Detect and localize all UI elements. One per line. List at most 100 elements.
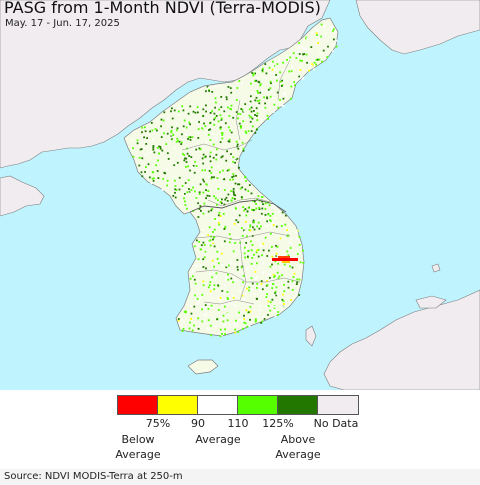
ndvi-pixel	[230, 104, 233, 107]
ndvi-pixel	[148, 176, 151, 179]
ndvi-pixel	[245, 242, 248, 244]
ndvi-pixel	[291, 266, 294, 269]
ndvi-pixel	[275, 286, 278, 289]
ndvi-pixel	[170, 137, 173, 140]
ndvi-pixel	[260, 118, 263, 121]
ndvi-pixel	[241, 318, 244, 321]
ndvi-pixel	[158, 145, 160, 148]
ndvi-pixel	[177, 318, 180, 320]
ndvi-pixel	[258, 208, 261, 210]
ndvi-pixel	[205, 104, 207, 107]
ndvi-pixel	[251, 257, 254, 259]
ndvi-pixel	[215, 137, 217, 139]
ndvi-pixel	[230, 164, 232, 166]
ndvi-pixel	[246, 225, 249, 228]
ndvi-pixel	[146, 137, 148, 139]
ndvi-pixel	[257, 219, 260, 222]
ndvi-pixel	[269, 265, 272, 268]
ndvi-pixel	[275, 74, 277, 76]
ndvi-pixel	[241, 234, 244, 237]
ndvi-pixel	[269, 215, 272, 217]
ndvi-pixel	[189, 169, 191, 172]
ndvi-pixel	[277, 314, 279, 316]
ndvi-pixel	[254, 80, 257, 82]
ndvi-pixel	[238, 223, 241, 226]
ndvi-pixel	[261, 320, 264, 323]
ndvi-pixel	[234, 328, 236, 331]
ndvi-pixel	[270, 72, 273, 75]
ndvi-pixel	[211, 259, 214, 262]
ndvi-pixel	[190, 312, 193, 315]
ndvi-pixel	[196, 298, 199, 300]
ndvi-pixel	[255, 128, 258, 131]
ndvi-pixel	[256, 262, 258, 265]
ndvi-pixel	[181, 330, 184, 332]
ndvi-pixel	[245, 180, 248, 182]
ndvi-pixel	[254, 278, 257, 281]
ndvi-pixel	[227, 273, 229, 276]
ndvi-pixel	[292, 52, 295, 55]
ndvi-pixel	[277, 311, 280, 313]
ndvi-pixel	[244, 220, 247, 223]
ndvi-pixel	[195, 148, 198, 151]
ndvi-pixel	[211, 208, 214, 210]
ndvi-pixel	[186, 152, 189, 155]
ndvi-pixel	[188, 155, 191, 157]
ndvi-pixel	[284, 223, 287, 226]
ndvi-pixel	[303, 53, 306, 55]
ndvi-pixel	[195, 197, 198, 199]
ndvi-pixel	[145, 169, 148, 172]
ndvi-pixel	[253, 200, 256, 203]
ndvi-pixel	[207, 308, 210, 310]
ndvi-pixel	[231, 176, 234, 178]
ndvi-pixel	[237, 117, 239, 120]
ndvi-pixel	[179, 204, 181, 207]
ndvi-pixel	[154, 128, 157, 130]
ndvi-pixel	[206, 194, 209, 197]
ndvi-pixel	[142, 135, 144, 138]
ndvi-pixel	[255, 319, 257, 322]
ndvi-pixel	[211, 297, 214, 300]
ndvi-pixel	[170, 129, 173, 132]
ndvi-pixel	[263, 318, 266, 320]
ndvi-pixel	[258, 305, 261, 308]
ndvi-pixel	[221, 198, 223, 201]
ndvi-pixel	[290, 242, 292, 244]
ndvi-pixel	[190, 189, 193, 191]
ndvi-pixel	[144, 154, 147, 156]
ndvi-pixel	[162, 178, 165, 180]
ndvi-pixel	[250, 116, 253, 119]
ndvi-pixel	[275, 255, 278, 257]
ndvi-pixel	[208, 239, 211, 242]
ndvi-pixel	[254, 99, 257, 102]
ndvi-pixel	[221, 334, 223, 337]
ndvi-pixel	[249, 310, 252, 313]
ndvi-pixel	[185, 133, 187, 136]
ndvi-pixel	[296, 237, 299, 240]
ndvi-pixel	[178, 188, 181, 191]
ndvi-pixel	[282, 105, 285, 107]
ndvi-pixel	[175, 129, 178, 132]
ndvi-pixel	[241, 294, 244, 297]
ndvi-pixel	[138, 164, 141, 167]
ndvi-pixel	[251, 92, 253, 94]
ndvi-pixel	[225, 278, 228, 281]
ndvi-pixel	[276, 91, 279, 94]
ndvi-pixel	[220, 156, 223, 159]
ndvi-pixel	[258, 99, 261, 102]
ndvi-pixel	[251, 117, 254, 120]
ndvi-pixel	[195, 150, 197, 153]
ndvi-pixel	[187, 112, 190, 115]
ndvi-pixel	[212, 238, 214, 241]
ndvi-pixel	[241, 249, 244, 252]
ndvi-pixel	[250, 82, 252, 85]
ndvi-pixel	[220, 117, 223, 120]
ndvi-pixel	[248, 102, 251, 104]
ndvi-pixel	[217, 297, 220, 300]
ndvi-pixel	[198, 191, 201, 194]
ndvi-pixel	[170, 110, 172, 113]
ndvi-pixel	[197, 202, 199, 205]
ndvi-pixel	[239, 289, 241, 292]
ndvi-pixel	[214, 106, 216, 109]
ndvi-pixel	[235, 319, 237, 322]
